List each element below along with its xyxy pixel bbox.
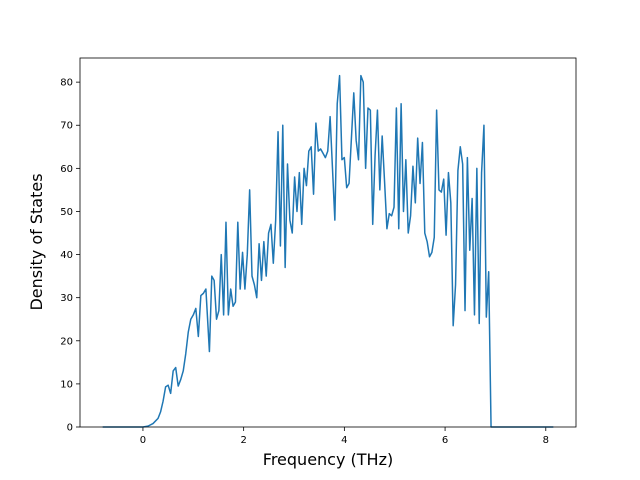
y-tick-label: 70: [60, 121, 73, 132]
x-tick-label: 0: [140, 435, 146, 446]
y-tick-label: 10: [60, 379, 73, 390]
data-line: [102, 74, 554, 428]
y-tick-label: 50: [60, 207, 73, 218]
x-tick-label: 8: [543, 435, 549, 446]
y-tick-label: 0: [67, 423, 73, 434]
x-tick-label: 2: [240, 435, 246, 446]
plot-frame: [79, 57, 577, 428]
y-tick-label: 60: [60, 164, 73, 175]
y-tick-label: 30: [60, 293, 73, 304]
y-axis-label: Density of States: [27, 173, 46, 310]
y-tick-label: 20: [60, 336, 73, 347]
x-tick-label: 6: [442, 435, 448, 446]
x-tick-label: 4: [341, 435, 347, 446]
y-tick-label: 80: [60, 78, 73, 89]
y-tick-label: 40: [60, 250, 73, 261]
x-axis-label: Frequency (THz): [263, 450, 393, 469]
